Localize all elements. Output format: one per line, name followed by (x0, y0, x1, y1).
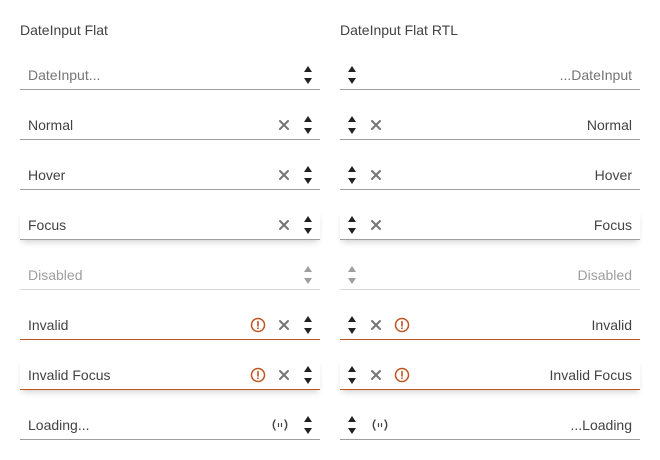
date-input-value[interactable]: Invalid Focus (28, 366, 111, 383)
caret-up-icon[interactable] (302, 213, 314, 225)
caret-down-icon[interactable] (302, 325, 314, 337)
date-input-value[interactable]: Focus (28, 216, 67, 233)
exclamation-circle-icon (394, 367, 410, 383)
column-title: DateInput Flat (20, 22, 108, 38)
date-input[interactable]: Hover (20, 160, 320, 190)
date-input-value[interactable]: Invalid (591, 316, 632, 333)
date-input-value[interactable]: ...Loading (570, 416, 633, 433)
date-input-placeholder[interactable]: ...DateInput (559, 66, 632, 83)
date-input-value[interactable]: Focus (593, 216, 632, 233)
date-input-value[interactable]: Normal (586, 116, 632, 133)
caret-down-icon[interactable] (346, 175, 358, 187)
date-input[interactable]: DateInput... (20, 60, 320, 90)
exclamation-circle-icon (394, 317, 410, 333)
spin-buttons (302, 262, 314, 288)
x-icon[interactable] (278, 119, 290, 131)
caret-up-icon[interactable] (346, 113, 358, 125)
exclamation-circle-icon (250, 317, 266, 333)
x-icon[interactable] (278, 219, 290, 231)
caret-up-icon[interactable] (302, 413, 314, 425)
caret-down-icon[interactable] (302, 75, 314, 87)
caret-up-icon (346, 263, 358, 275)
spin-buttons (346, 412, 358, 438)
caret-down-icon[interactable] (346, 375, 358, 387)
date-input-value[interactable]: Invalid Focus (549, 366, 632, 383)
loading-icon (370, 418, 390, 432)
spin-buttons (302, 362, 314, 388)
caret-up-icon[interactable] (346, 313, 358, 325)
loading-icon (270, 418, 290, 432)
date-input-placeholder[interactable]: DateInput... (28, 66, 101, 83)
date-input[interactable]: Focus (340, 210, 640, 240)
date-input-value[interactable]: Invalid (28, 316, 69, 333)
column-title: DateInput Flat RTL (340, 22, 459, 38)
caret-down-icon[interactable] (346, 75, 358, 87)
date-input-value[interactable]: Disabled (28, 266, 83, 283)
caret-down-icon[interactable] (302, 175, 314, 187)
caret-up-icon[interactable] (302, 313, 314, 325)
x-icon[interactable] (278, 319, 290, 331)
caret-down-icon[interactable] (302, 375, 314, 387)
caret-up-icon[interactable] (346, 163, 358, 175)
spin-buttons (346, 262, 358, 288)
spin-buttons (346, 162, 358, 188)
date-input[interactable]: Focus (20, 210, 320, 240)
caret-up-icon[interactable] (302, 363, 314, 375)
caret-up-icon (302, 263, 314, 275)
date-input[interactable]: ...DateInput (340, 60, 640, 90)
caret-up-icon[interactable] (302, 63, 314, 75)
date-input[interactable]: Normal (20, 110, 320, 140)
date-input-value[interactable]: Hover (28, 166, 66, 183)
spin-buttons (346, 312, 358, 338)
caret-up-icon[interactable] (346, 63, 358, 75)
caret-down-icon[interactable] (346, 125, 358, 137)
caret-down-icon[interactable] (346, 225, 358, 237)
spin-buttons (346, 362, 358, 388)
caret-down-icon[interactable] (346, 425, 358, 437)
spin-buttons (346, 62, 358, 88)
spin-buttons (346, 212, 358, 238)
exclamation-circle-icon (250, 367, 266, 383)
date-input[interactable]: Invalid (340, 310, 640, 340)
caret-down-icon (302, 275, 314, 287)
date-input-value[interactable]: Loading... (28, 416, 90, 433)
x-icon[interactable] (370, 219, 382, 231)
caret-up-icon[interactable] (302, 163, 314, 175)
spin-buttons (302, 112, 314, 138)
date-input-value[interactable]: Hover (594, 166, 632, 183)
spin-buttons (302, 62, 314, 88)
caret-down-icon (346, 275, 358, 287)
caret-up-icon[interactable] (346, 363, 358, 375)
spin-buttons (302, 162, 314, 188)
caret-up-icon[interactable] (346, 213, 358, 225)
x-icon[interactable] (370, 169, 382, 181)
date-input[interactable]: Hover (340, 160, 640, 190)
spin-buttons (346, 112, 358, 138)
x-icon[interactable] (370, 319, 382, 331)
x-icon[interactable] (370, 119, 382, 131)
x-icon[interactable] (278, 169, 290, 181)
date-input[interactable]: Disabled (20, 260, 320, 290)
caret-up-icon[interactable] (346, 413, 358, 425)
caret-up-icon[interactable] (302, 113, 314, 125)
date-input[interactable]: Disabled (340, 260, 640, 290)
caret-down-icon[interactable] (346, 325, 358, 337)
date-input[interactable]: Invalid Focus (20, 360, 320, 390)
date-input-value[interactable]: Normal (28, 116, 74, 133)
x-icon[interactable] (370, 369, 382, 381)
date-input[interactable]: Normal (340, 110, 640, 140)
spin-buttons (302, 212, 314, 238)
caret-down-icon[interactable] (302, 425, 314, 437)
date-input-value[interactable]: Disabled (577, 266, 632, 283)
spin-buttons (302, 412, 314, 438)
date-input[interactable]: Loading... (20, 410, 320, 440)
date-input[interactable]: ...Loading (340, 410, 640, 440)
date-input[interactable]: Invalid Focus (340, 360, 640, 390)
date-input[interactable]: Invalid (20, 310, 320, 340)
x-icon[interactable] (278, 369, 290, 381)
spin-buttons (302, 312, 314, 338)
caret-down-icon[interactable] (302, 225, 314, 237)
caret-down-icon[interactable] (302, 125, 314, 137)
